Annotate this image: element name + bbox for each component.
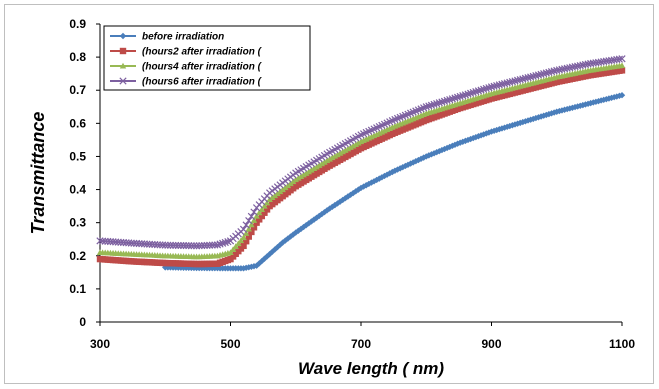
legend-item: (hours2 after irradiation (	[110, 47, 263, 58]
series-4	[96, 55, 626, 250]
legend-item: (hours6 after irradiation (	[110, 77, 263, 88]
y-tick-label: 0.9	[69, 17, 86, 31]
series-1	[162, 91, 626, 272]
y-tick-label: 0.2	[69, 249, 86, 263]
legend-swatch-marker	[119, 32, 127, 40]
legend-label: (hours2 after irradiation (	[142, 47, 263, 58]
series-1-line	[165, 94, 623, 270]
legend-item: (hours4 after irradiation (	[110, 62, 263, 73]
y-tick-label: 0.7	[69, 83, 86, 97]
x-tick-label: 500	[220, 337, 240, 351]
legend-swatch-marker	[119, 77, 127, 85]
y-tick-label: 0.8	[69, 50, 86, 64]
x-tick-label: 900	[481, 337, 501, 351]
x-axis-title: Wave length ( nm)	[298, 359, 444, 378]
legend-label: before irradiation	[142, 32, 224, 43]
series-2-line	[99, 69, 623, 265]
y-tick-label: 0	[79, 315, 86, 329]
x-tick-label: 700	[351, 337, 371, 351]
series-group	[96, 55, 626, 272]
y-tick-label: 0.6	[69, 116, 86, 130]
legend-label: (hours4 after irradiation (	[142, 62, 263, 73]
y-tick-label: 0.1	[69, 282, 86, 296]
x-tick-label: 1100	[609, 337, 635, 351]
legend-swatch-marker	[119, 47, 127, 55]
y-tick-label: 0.4	[69, 183, 86, 197]
x-tick-label: 300	[90, 337, 110, 351]
series-3-line	[99, 64, 623, 258]
legend-box	[103, 25, 311, 91]
legend: before irradiation (hours2 after irradiat…	[103, 25, 311, 91]
x-ticks: 300 500 700 900 1100	[90, 322, 635, 351]
legend-item: before irradiation	[110, 32, 224, 43]
series-3-point	[618, 62, 626, 68]
y-tick-label: 0.3	[69, 216, 86, 230]
y-ticks: 0 0.1 0.2 0.3 0.4 0.5 0.6 0.7 0.8 0.9	[69, 17, 100, 329]
legend-label: (hours6 after irradiation (	[142, 77, 263, 88]
series-3	[96, 62, 626, 260]
y-axis-title: Transmittance	[28, 112, 48, 235]
series-4-line	[99, 58, 623, 247]
legend-swatch-marker	[119, 62, 127, 69]
series-2	[96, 67, 626, 268]
y-tick-label: 0.5	[69, 149, 86, 163]
